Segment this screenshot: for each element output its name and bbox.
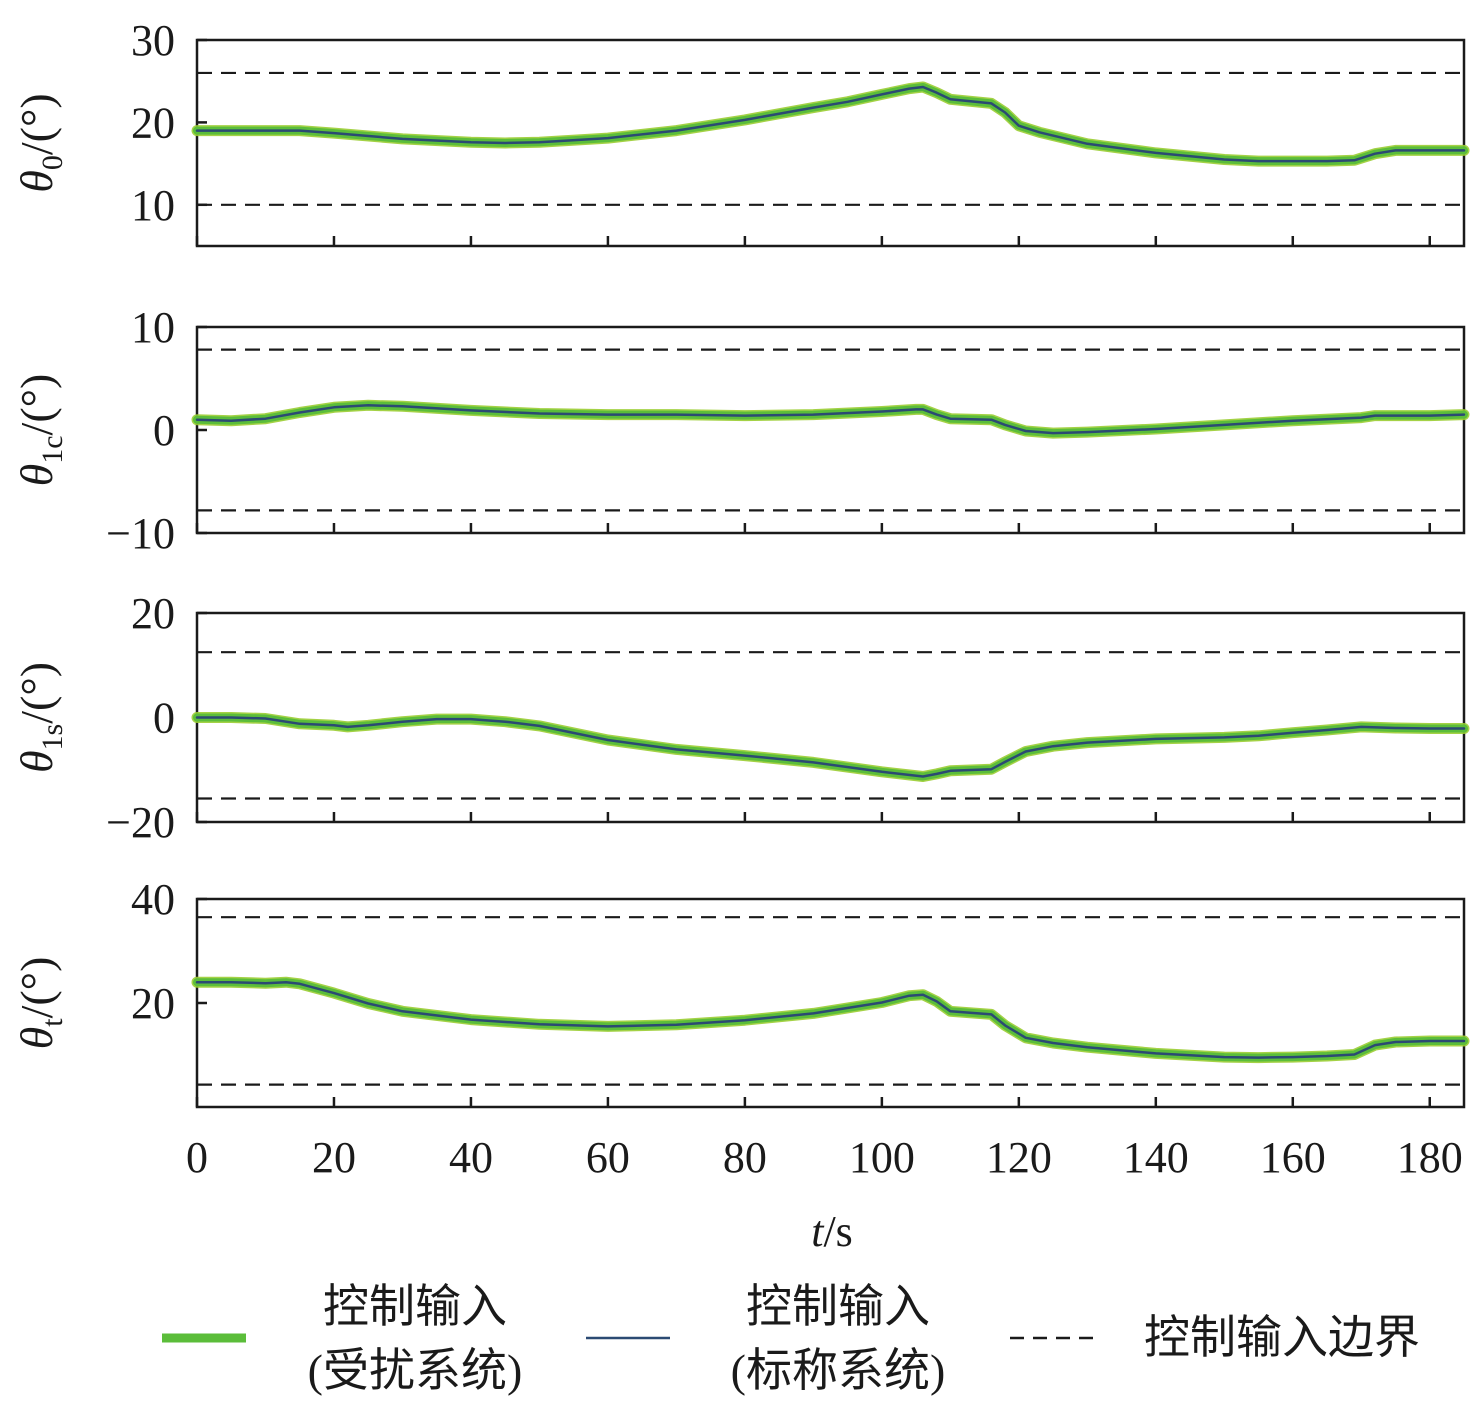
panel-3-ytick-label: 20 bbox=[131, 589, 175, 638]
panel-4-series-disturbed bbox=[193, 978, 1468, 1062]
panel-1-series-nominal bbox=[195, 85, 1466, 163]
panel-3: −20 0 20 θ1s/(°) bbox=[11, 589, 1470, 847]
panel-3-frame bbox=[195, 611, 1466, 824]
panel-2-series-nominal bbox=[195, 404, 1466, 435]
panel-1-y-axis-label: θ0/(°) bbox=[11, 93, 69, 192]
x-tick-label: 0 bbox=[186, 1133, 208, 1182]
panel-2-ytick-label: −10 bbox=[106, 509, 175, 558]
panel-1-ytick-label: 10 bbox=[131, 181, 175, 230]
legend-label-nominal-line1: 控制输入 bbox=[746, 1281, 930, 1332]
x-tick-label: 160 bbox=[1260, 1133, 1326, 1182]
x-axis-var: t bbox=[811, 1207, 825, 1256]
panel-2-y-axis-label: θ1c/(°) bbox=[11, 374, 69, 487]
panel-2-frame bbox=[195, 325, 1466, 535]
panel-4-ytick-label: 20 bbox=[131, 979, 175, 1028]
panel-4: 20 40 θt/(°) 0 20 40 60 80 100 120 140 160 180 bbox=[11, 875, 1470, 1182]
x-tick-label: 100 bbox=[849, 1133, 915, 1182]
legend-label-disturbed-line1: 控制输入 bbox=[323, 1281, 507, 1332]
panel-4-series-disturbed-halo bbox=[191, 976, 1470, 1064]
panel-3-series-nominal bbox=[195, 716, 1466, 778]
panel-1-frame bbox=[195, 38, 1466, 248]
panel-3-ytick-label: 0 bbox=[153, 694, 175, 743]
panel-4-y-axis-label: θt/(°) bbox=[11, 957, 69, 1050]
panel-1-series-disturbed bbox=[193, 83, 1468, 166]
legend-label-bound: 控制输入边界 bbox=[1144, 1312, 1420, 1363]
x-tick-label: 120 bbox=[986, 1133, 1052, 1182]
x-tick-label: 40 bbox=[449, 1133, 493, 1182]
x-tick-label: 20 bbox=[312, 1133, 356, 1182]
panel-2-ytick-label: 10 bbox=[131, 303, 175, 352]
panel-3-ytick-label: −20 bbox=[106, 798, 175, 847]
panel-3-series-disturbed bbox=[193, 713, 1468, 781]
legend: 控制输入 (受扰系统) 控制输入 (标称系统) 控制输入边界 bbox=[162, 1281, 1420, 1396]
x-axis-label: t/s bbox=[811, 1207, 853, 1256]
panel-1: 10 20 30 θ0/(°) bbox=[11, 16, 1470, 248]
panel-1-ytick-label: 20 bbox=[131, 98, 175, 147]
legend-label-nominal-line2: (标称系统) bbox=[731, 1345, 946, 1396]
legend-label-disturbed-line2: (受扰系统) bbox=[308, 1345, 523, 1396]
x-axis-unit: /s bbox=[823, 1207, 852, 1256]
x-tick-label: 60 bbox=[586, 1133, 630, 1182]
x-tick-label: 140 bbox=[1123, 1133, 1189, 1182]
x-tick-label: 80 bbox=[723, 1133, 767, 1182]
panel-4-series-nominal bbox=[195, 980, 1466, 1059]
panel-1-ytick-label: 30 bbox=[131, 16, 175, 65]
panel-2-ytick-label: 0 bbox=[153, 406, 175, 455]
panel-4-ytick-label: 40 bbox=[131, 875, 175, 924]
panel-2: −10 0 10 θ1c/(°) bbox=[11, 303, 1470, 558]
panel-1-series-disturbed-halo bbox=[191, 81, 1470, 167]
x-tick-label: 180 bbox=[1397, 1133, 1463, 1182]
panel-3-y-axis-label: θ1s/(°) bbox=[11, 662, 69, 773]
